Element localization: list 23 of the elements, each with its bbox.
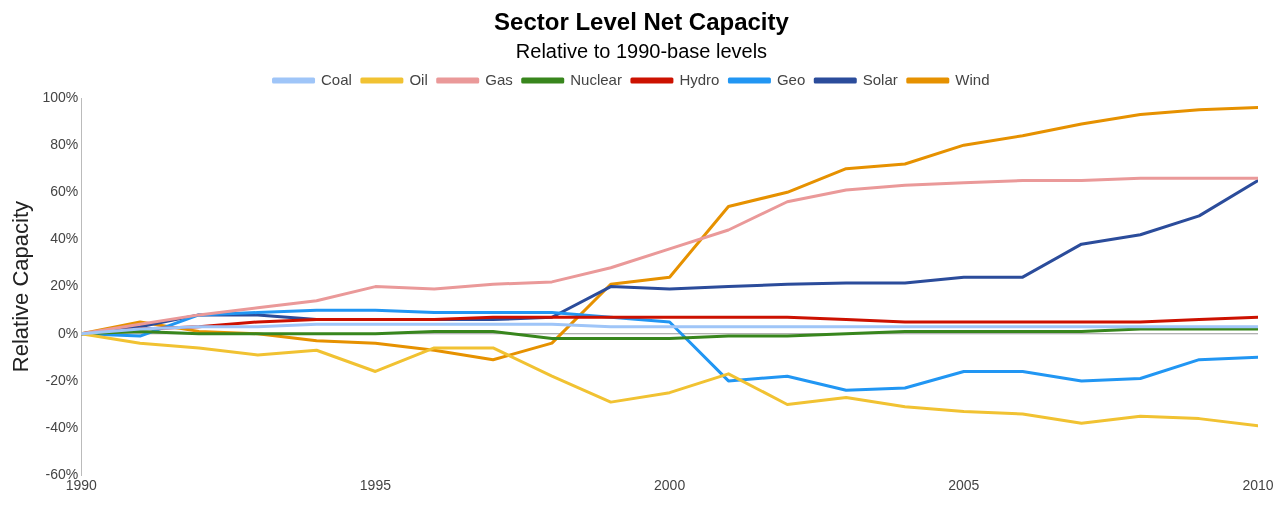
legend-label: Coal	[321, 70, 352, 88]
x-tick-label: 2005	[948, 477, 980, 494]
chart-title: Sector Level Net Capacity	[493, 8, 790, 36]
legend-label: Solar	[862, 70, 898, 88]
x-tick-label: 2000	[654, 477, 686, 494]
y-tick-label: 80%	[50, 136, 79, 153]
legend-label: Wind	[955, 70, 990, 88]
legend-label: Geo	[776, 70, 806, 88]
y-tick-label: 20%	[50, 277, 79, 294]
y-tick-label: -40%	[45, 418, 79, 435]
legend-label: Nuclear	[570, 70, 622, 88]
y-tick-label: 60%	[50, 183, 79, 200]
chart-subtitle: Relative to 1990-base levels	[514, 40, 769, 63]
y-tick-label: 100%	[42, 88, 79, 105]
x-tick-label: 2010	[1242, 477, 1274, 494]
y-tick-label: -20%	[45, 371, 79, 388]
y-axis-title: Relative Capacity	[8, 201, 34, 373]
legend-label: Oil	[409, 70, 428, 88]
legend-label: Hydro	[679, 70, 720, 88]
x-tick-label: 1995	[359, 477, 392, 494]
y-tick-label: 40%	[50, 230, 79, 247]
y-tick-label: 0%	[57, 324, 79, 341]
legend-label: Gas	[485, 70, 513, 88]
